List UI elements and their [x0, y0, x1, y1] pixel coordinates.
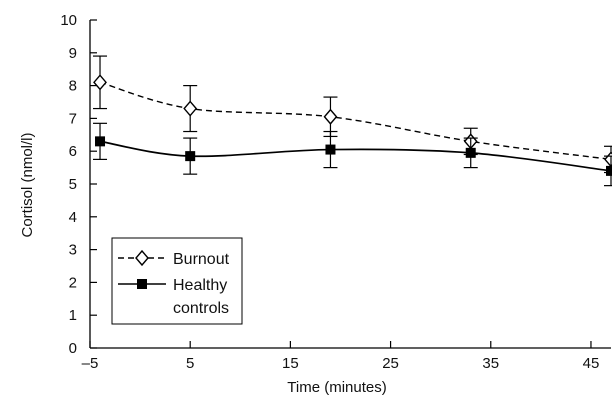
y-tick-label: 7: [69, 110, 77, 127]
legend-box: [111, 237, 243, 325]
y-tick-label: 4: [69, 209, 77, 226]
data-point-square: [185, 151, 196, 162]
y-tick-label: 6: [69, 143, 77, 160]
legend-controls-label-line2: controls: [173, 300, 229, 317]
legend-item-burnout: Burnout: [118, 249, 230, 268]
data-point-square: [325, 144, 336, 155]
legend-controls-square-icon: [137, 279, 147, 289]
legend: Burnout Healthy controls: [111, 237, 243, 325]
data-point-square: [95, 136, 106, 147]
y-tick-label: 3: [69, 242, 77, 259]
legend-burnout-diamond-icon: [135, 249, 149, 267]
legend-item-healthy-controls: Healthy controls: [118, 277, 229, 317]
series-healthy-controls: [93, 122, 612, 187]
x-axis-label: Time (minutes): [287, 379, 386, 396]
data-point-square: [606, 165, 612, 176]
y-tick-label: 10: [60, 12, 77, 29]
x-tick-label: –5: [82, 355, 99, 372]
y-axis-label: Cortisol (nmol/l): [19, 132, 36, 237]
data-point-diamond: [183, 100, 198, 117]
y-tick-label: 8: [69, 78, 77, 95]
series-line-burnout: [99, 81, 612, 161]
y-tick-label: 2: [69, 274, 77, 291]
x-tick-label: 45: [583, 355, 600, 372]
series-layer: [93, 55, 612, 187]
y-tick-label: 9: [69, 45, 77, 62]
y-tick-label: 5: [69, 176, 77, 193]
x-tick-label: 5: [186, 355, 194, 372]
data-point-diamond: [93, 74, 107, 91]
data-point-diamond: [323, 108, 338, 125]
data-point-square: [465, 147, 476, 158]
series-line-healthy-controls: [99, 140, 612, 172]
x-tick-label: 35: [482, 355, 499, 372]
legend-burnout-label: Burnout: [173, 251, 230, 268]
legend-controls-label-line1: Healthy: [173, 277, 227, 294]
y-tick-label: 0: [69, 340, 77, 357]
x-tick-label: 15: [282, 355, 299, 372]
x-tick-label: 25: [382, 355, 399, 372]
y-tick-label: 1: [69, 307, 77, 324]
